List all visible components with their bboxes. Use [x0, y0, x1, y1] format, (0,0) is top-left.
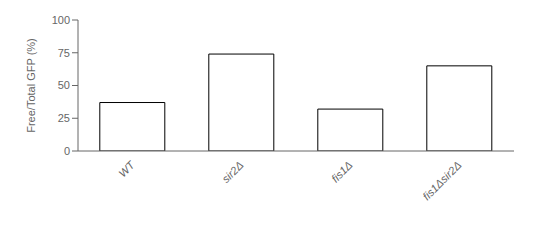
svg-text:25: 25	[58, 112, 70, 124]
svg-text:WT: WT	[116, 158, 137, 179]
svg-text:sir2Δ: sir2Δ	[220, 159, 246, 185]
svg-text:0: 0	[64, 145, 70, 157]
svg-text:fis1Δ: fis1Δ	[329, 159, 355, 185]
svg-text:Free/Total GFP (%): Free/Total GFP (%)	[25, 38, 37, 133]
svg-text:75: 75	[58, 47, 70, 59]
svg-text:fis1Δsir2Δ: fis1Δsir2Δ	[420, 159, 464, 203]
svg-text:100: 100	[52, 14, 70, 26]
svg-text:50: 50	[58, 79, 70, 91]
